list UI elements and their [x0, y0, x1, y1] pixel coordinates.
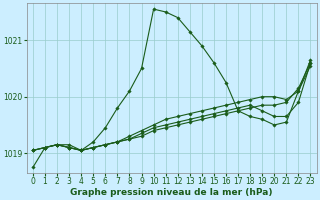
X-axis label: Graphe pression niveau de la mer (hPa): Graphe pression niveau de la mer (hPa): [70, 188, 273, 197]
